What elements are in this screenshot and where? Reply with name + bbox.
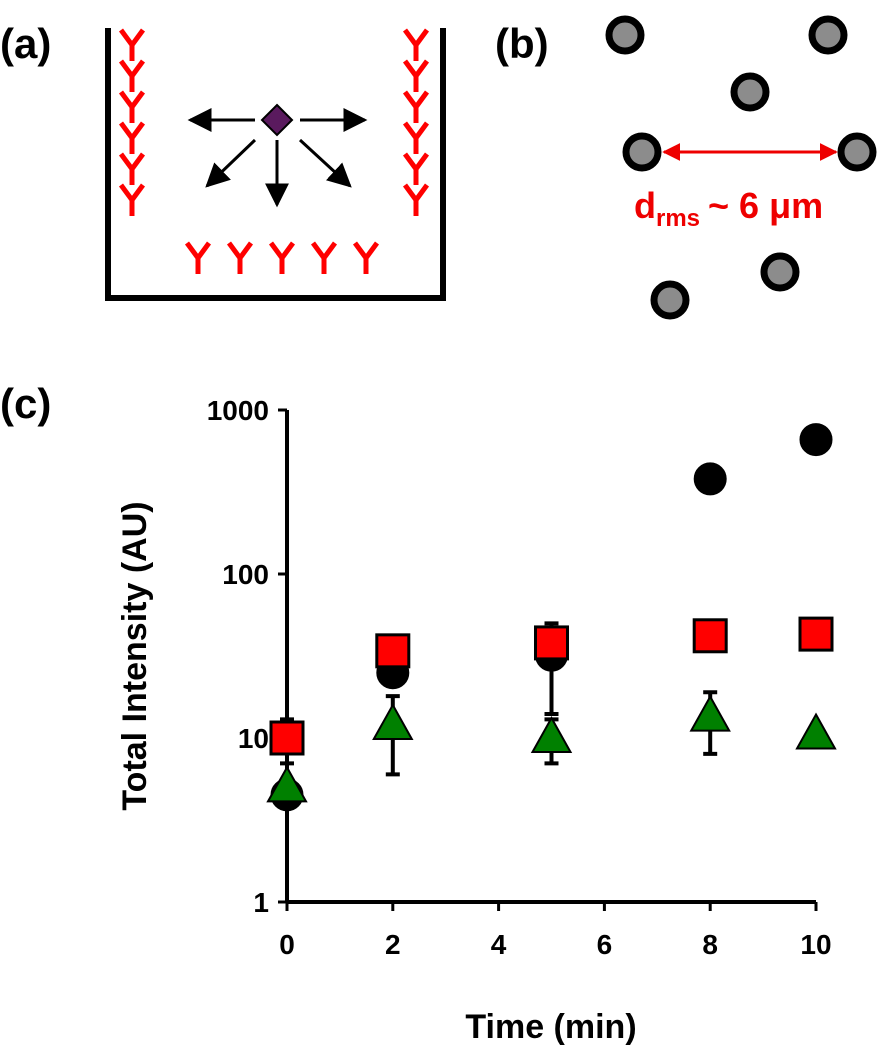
antibody — [271, 243, 293, 274]
y-tick-label: 10 — [238, 723, 269, 754]
marker — [795, 712, 837, 750]
marker — [269, 720, 305, 756]
antibody — [405, 61, 427, 92]
marker — [689, 694, 731, 732]
y-axis-label: Total Intensity (AU) — [116, 501, 154, 810]
antibody — [121, 92, 143, 123]
x-axis-label: Time (min) — [465, 1008, 636, 1046]
marker — [693, 462, 727, 496]
marker — [530, 715, 573, 753]
panel-label: (a) — [0, 20, 51, 67]
antibody — [405, 30, 427, 61]
panel-label: (c) — [0, 380, 51, 427]
x-tick-label: 0 — [279, 929, 295, 960]
antibody — [405, 123, 427, 154]
panel-label: (b) — [495, 20, 549, 67]
label-part: ~ 6 μm — [708, 185, 823, 226]
y-tick-label: 1 — [253, 887, 269, 918]
chart: (c) Time (min) Total Intensity (AU) 1 10 1… — [0, 380, 837, 1046]
x-tick-label: 6 — [597, 929, 613, 960]
x-tick-label: 2 — [385, 929, 401, 960]
marker — [372, 702, 414, 741]
marker — [798, 616, 834, 652]
antibody — [313, 243, 335, 274]
marker — [692, 618, 728, 654]
antibody — [405, 154, 427, 185]
y-tick-label: 100 — [222, 559, 269, 590]
label-subscript: rms — [656, 205, 700, 232]
antibodies — [121, 30, 427, 274]
antibody — [121, 123, 143, 154]
antibody — [355, 243, 377, 274]
panel-a: (a) — [0, 20, 446, 301]
antibody — [121, 30, 143, 61]
well — [105, 28, 446, 301]
diffusion-arrows — [187, 108, 368, 208]
panel-b: (b) drms ~ 6 μm — [495, 15, 877, 320]
antibody — [405, 185, 427, 216]
antibody — [229, 243, 251, 274]
marker — [375, 633, 411, 669]
antibody — [121, 154, 143, 185]
antibody — [187, 243, 209, 274]
antibody — [121, 185, 143, 216]
x-tick-label: 8 — [702, 929, 718, 960]
antibody — [121, 61, 143, 92]
antibody — [405, 92, 427, 123]
y-tick-label: 1000 — [207, 395, 269, 426]
particles — [605, 15, 877, 320]
marker — [534, 625, 569, 661]
label-part: d — [634, 185, 656, 226]
analyte — [260, 103, 294, 137]
x-tick-label: 4 — [491, 929, 507, 960]
x-tick-label: 10 — [800, 929, 831, 960]
marker — [799, 423, 833, 457]
distance-label: drms ~ 6 μm — [634, 185, 823, 232]
marker — [266, 765, 308, 803]
